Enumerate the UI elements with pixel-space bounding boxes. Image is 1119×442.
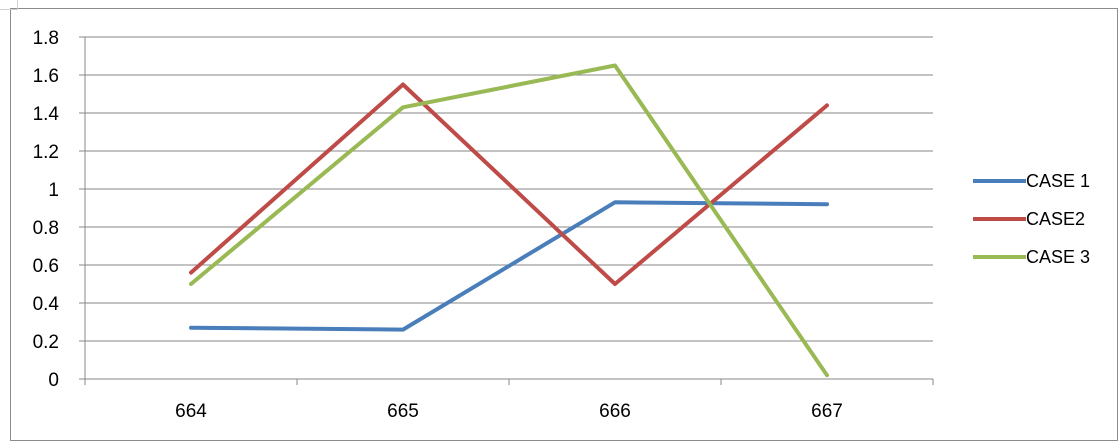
series-line-case2: [189, 82, 829, 286]
y-tick-label: 1.6: [33, 66, 59, 87]
y-tick-label: 1.2: [33, 142, 59, 163]
y-tick-label: 1.8: [33, 28, 59, 49]
series-lines: [189, 63, 829, 378]
legend-label: CASE 1: [1026, 171, 1090, 191]
y-tick-label: 1: [48, 180, 59, 201]
series-line-case-3: [189, 63, 829, 378]
x-tick-label: 665: [387, 401, 419, 422]
x-tick-label: 666: [599, 401, 631, 422]
x-tick-label: 664: [175, 401, 207, 422]
axes: [79, 36, 934, 385]
x-tick-labels: 664 665 666 667: [175, 401, 843, 422]
series-line-case-1: [189, 200, 829, 332]
gridlines: [85, 36, 933, 342]
legend-label: CASE2: [1026, 209, 1085, 229]
y-tick-label: 0.8: [33, 218, 59, 239]
x-tick-label: 667: [811, 401, 843, 422]
chart-frame: [10, 8, 1118, 441]
y-tick-label: 0.6: [33, 256, 59, 277]
legend: CASE 1 CASE2 CASE 3: [973, 171, 1090, 267]
legend-label: CASE 3: [1026, 247, 1090, 267]
y-tick-labels: 0 0.2 0.4 0.6 0.8 1 1.2 1.4 1.6 1.8: [33, 28, 60, 391]
corner-mark: [0, 0, 18, 10]
y-tick-label: 1.4: [33, 104, 60, 125]
y-tick-label: 0.4: [33, 294, 60, 315]
y-tick-label: 0.2: [33, 332, 59, 353]
y-tick-label: 0: [48, 370, 59, 391]
